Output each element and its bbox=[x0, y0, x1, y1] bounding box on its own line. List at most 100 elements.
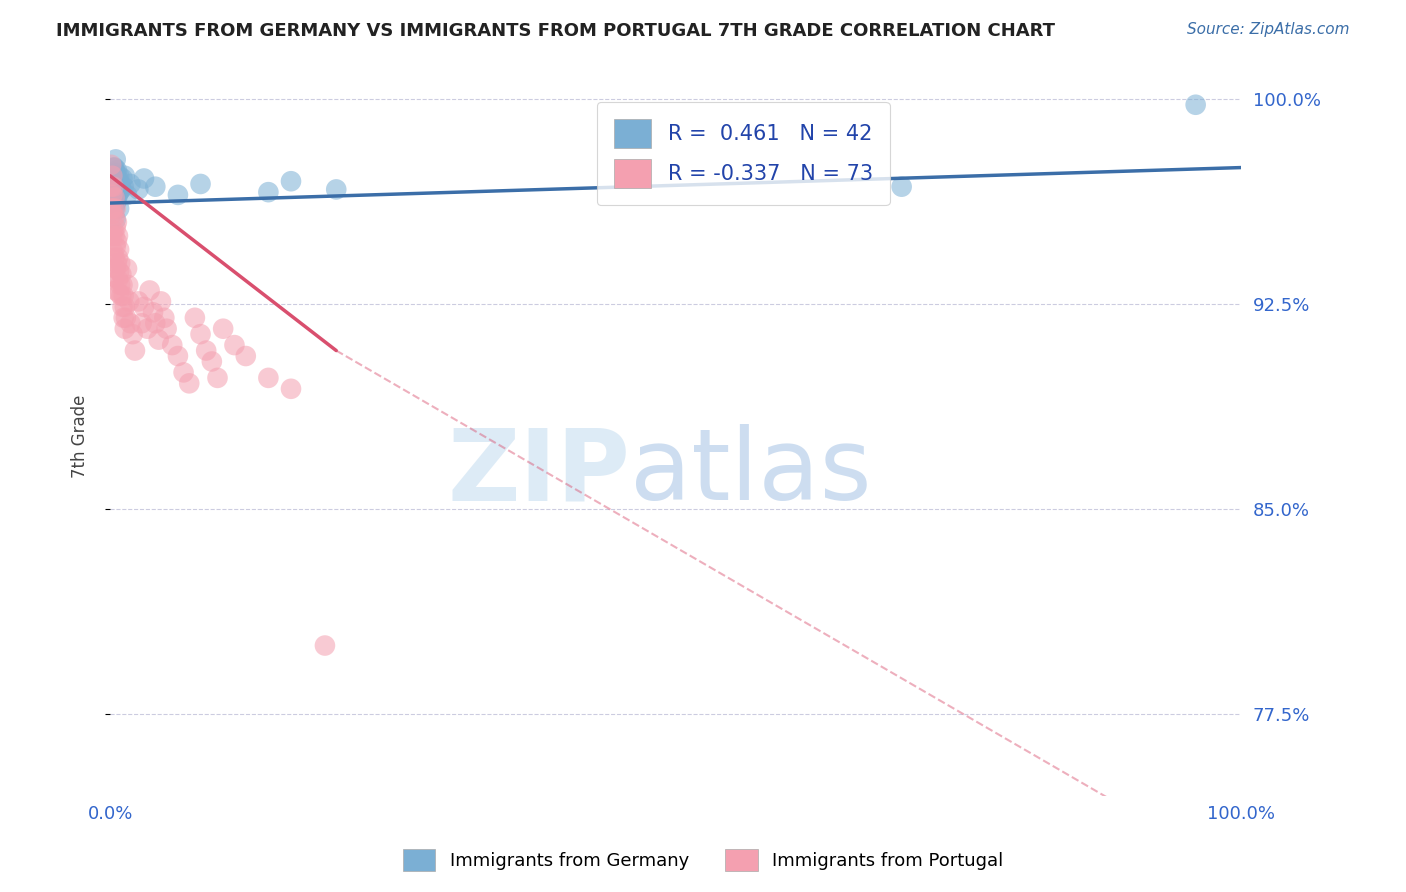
Point bbox=[105, 194, 128, 208]
Point bbox=[121, 327, 143, 342]
Point bbox=[104, 161, 127, 175]
Point bbox=[110, 256, 132, 270]
Point bbox=[111, 300, 134, 314]
Point bbox=[115, 261, 138, 276]
Point bbox=[101, 228, 124, 243]
Point bbox=[127, 182, 149, 196]
Text: ZIP: ZIP bbox=[447, 424, 630, 521]
Point bbox=[100, 179, 122, 194]
Point bbox=[107, 228, 129, 243]
Point bbox=[103, 179, 125, 194]
Point bbox=[212, 322, 235, 336]
Point bbox=[167, 349, 190, 363]
Point bbox=[117, 278, 139, 293]
Point bbox=[105, 235, 128, 249]
Point bbox=[103, 223, 125, 237]
Point bbox=[108, 264, 131, 278]
Point bbox=[110, 278, 132, 293]
Point bbox=[280, 174, 302, 188]
Point bbox=[120, 177, 142, 191]
Point bbox=[104, 261, 127, 276]
Point bbox=[1184, 97, 1206, 112]
Point bbox=[114, 300, 136, 314]
Point bbox=[110, 177, 132, 191]
Point bbox=[103, 245, 125, 260]
Point bbox=[103, 179, 125, 194]
Point bbox=[101, 207, 124, 221]
Legend: Immigrants from Germany, Immigrants from Portugal: Immigrants from Germany, Immigrants from… bbox=[395, 842, 1011, 879]
Point bbox=[148, 333, 170, 347]
Point bbox=[124, 343, 146, 358]
Point bbox=[107, 187, 129, 202]
Point bbox=[104, 269, 127, 284]
Point bbox=[104, 169, 127, 183]
Point bbox=[105, 215, 128, 229]
Point bbox=[115, 187, 138, 202]
Point bbox=[112, 289, 135, 303]
Point bbox=[101, 169, 124, 183]
Point bbox=[104, 212, 127, 227]
Point bbox=[108, 169, 131, 183]
Point bbox=[104, 177, 127, 191]
Point bbox=[257, 185, 280, 199]
Point bbox=[103, 196, 125, 211]
Point bbox=[112, 310, 135, 325]
Point bbox=[105, 179, 128, 194]
Point bbox=[235, 349, 257, 363]
Point bbox=[314, 639, 336, 653]
Point bbox=[104, 240, 127, 254]
Point bbox=[143, 316, 166, 330]
Text: Source: ZipAtlas.com: Source: ZipAtlas.com bbox=[1187, 22, 1350, 37]
Point bbox=[112, 179, 135, 194]
Point bbox=[104, 182, 127, 196]
Y-axis label: 7th Grade: 7th Grade bbox=[72, 395, 89, 478]
Point bbox=[207, 371, 229, 385]
Point bbox=[107, 171, 129, 186]
Point bbox=[104, 202, 127, 216]
Point bbox=[104, 153, 127, 167]
Point bbox=[100, 202, 122, 216]
Point bbox=[110, 289, 132, 303]
Legend: R =  0.461   N = 42, R = -0.337   N = 73: R = 0.461 N = 42, R = -0.337 N = 73 bbox=[598, 103, 890, 205]
Point bbox=[103, 161, 125, 175]
Point bbox=[104, 171, 127, 186]
Point bbox=[153, 310, 176, 325]
Point bbox=[173, 366, 195, 380]
Point bbox=[195, 343, 218, 358]
Point bbox=[108, 185, 131, 199]
Point bbox=[108, 202, 131, 216]
Point bbox=[104, 202, 127, 216]
Point bbox=[101, 171, 124, 186]
Point bbox=[138, 284, 160, 298]
Point bbox=[280, 382, 302, 396]
Point bbox=[104, 284, 127, 298]
Point bbox=[156, 322, 179, 336]
Point bbox=[190, 177, 212, 191]
Point bbox=[167, 187, 190, 202]
Text: atlas: atlas bbox=[630, 424, 872, 521]
Point bbox=[104, 166, 127, 180]
Point bbox=[162, 338, 184, 352]
Point bbox=[132, 300, 155, 314]
Point bbox=[100, 179, 122, 194]
Point bbox=[142, 305, 165, 319]
Point bbox=[103, 202, 125, 216]
Text: IMMIGRANTS FROM GERMANY VS IMMIGRANTS FROM PORTUGAL 7TH GRADE CORRELATION CHART: IMMIGRANTS FROM GERMANY VS IMMIGRANTS FR… bbox=[56, 22, 1056, 40]
Point bbox=[110, 182, 132, 196]
Point bbox=[114, 169, 136, 183]
Point bbox=[104, 251, 127, 265]
Point bbox=[115, 310, 138, 325]
Point bbox=[108, 286, 131, 301]
Point bbox=[100, 158, 122, 172]
Point bbox=[104, 185, 127, 199]
Point bbox=[107, 272, 129, 286]
Point bbox=[190, 327, 212, 342]
Point bbox=[111, 278, 134, 293]
Point bbox=[184, 310, 207, 325]
Point bbox=[179, 376, 201, 391]
Point bbox=[143, 179, 166, 194]
Point bbox=[104, 228, 127, 243]
Point bbox=[890, 179, 912, 194]
Point bbox=[325, 182, 347, 196]
Point bbox=[224, 338, 246, 352]
